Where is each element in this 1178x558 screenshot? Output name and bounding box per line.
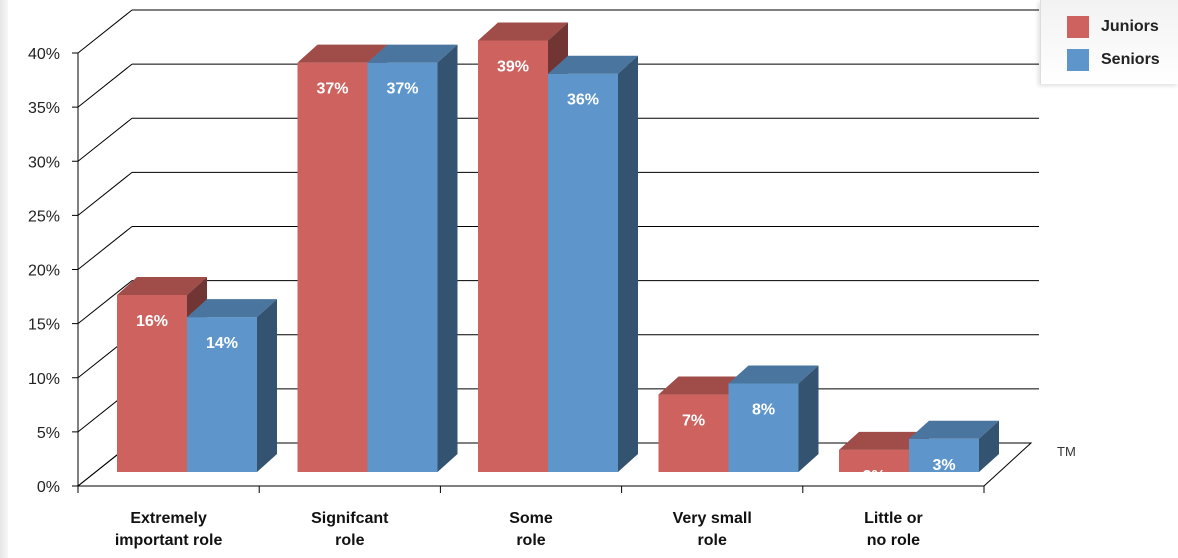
- bar-juniors-value-label: 7%: [682, 413, 705, 430]
- y-tick-label: 0%: [37, 479, 60, 496]
- legend-swatch-seniors: [1067, 49, 1089, 71]
- y-tick-label: 40%: [28, 46, 60, 63]
- bar-seniors-top: [187, 299, 277, 318]
- bar-juniors-value-label: 37%: [316, 81, 348, 98]
- bar-juniors-top: [478, 22, 568, 41]
- legend: Juniors Seniors: [1040, 0, 1178, 84]
- y-tick-label: 15%: [28, 317, 60, 334]
- y-tick-label: 5%: [37, 425, 60, 442]
- bar-juniors-value-label: 39%: [497, 59, 529, 76]
- gridline-side: [77, 117, 133, 162]
- x-category-label: Little or: [864, 510, 923, 527]
- bar-seniors-value-label: 37%: [386, 81, 418, 98]
- bar-juniors-front: [658, 394, 729, 472]
- bar-seniors-front: [548, 73, 618, 473]
- bar-seniors-side: [798, 365, 819, 472]
- bar-seniors-front: [187, 317, 257, 472]
- x-category-label: role: [698, 532, 727, 549]
- legend-label-seniors: Seniors: [1101, 51, 1160, 68]
- y-tick-label: 35%: [28, 100, 60, 117]
- x-category-label: Extremely: [130, 510, 207, 527]
- bar-juniors-value-label: 16%: [136, 313, 168, 330]
- x-category-label: Signifcant: [311, 510, 389, 527]
- bar-seniors-front: [909, 438, 979, 472]
- bar-juniors-top: [658, 376, 749, 395]
- bar-seniors-side: [257, 299, 277, 472]
- x-category-label: role: [335, 532, 364, 549]
- bar-seniors-value-label: 8%: [752, 401, 775, 418]
- trademark-mark: TM: [1057, 444, 1076, 459]
- bar-juniors-front: [117, 294, 187, 472]
- gridline-side: [77, 9, 133, 54]
- y-tick-label: 20%: [28, 263, 60, 280]
- bar-seniors-top: [548, 55, 638, 74]
- bar-seniors-top: [728, 365, 819, 384]
- x-category-label: Very small: [673, 510, 752, 527]
- bar-juniors-top: [839, 431, 929, 450]
- bar-juniors-front: [839, 449, 909, 472]
- y-tick-label: 30%: [28, 154, 60, 171]
- gridline-side: [77, 226, 133, 270]
- legend-item-juniors: Juniors: [1067, 14, 1159, 40]
- bar-seniors-value-label: 3%: [932, 457, 955, 474]
- bar-juniors-front: [297, 62, 368, 472]
- x-category-label: Some: [509, 510, 553, 527]
- gridline-side: [77, 63, 133, 108]
- y-tick-label: 10%: [28, 371, 60, 388]
- x-category-label: role: [516, 532, 545, 549]
- bar-juniors-front: [478, 40, 548, 472]
- bar-seniors-value-label: 14%: [206, 335, 238, 352]
- bar-juniors-value-label: 2%: [862, 468, 885, 485]
- bar-seniors-front: [367, 62, 438, 472]
- bar-seniors-side: [618, 55, 638, 473]
- bar-seniors-side: [979, 420, 999, 472]
- gridline-side: [77, 280, 133, 325]
- x-category-label: important role: [115, 532, 223, 549]
- bar-juniors-top: [117, 276, 207, 295]
- legend-item-seniors: Seniors: [1067, 47, 1160, 73]
- bar-seniors-value-label: 36%: [567, 92, 599, 109]
- legend-swatch-juniors: [1067, 16, 1089, 38]
- bar-seniors-top: [909, 420, 999, 439]
- bar-seniors-top: [367, 44, 458, 63]
- x-category-label: no role: [867, 532, 920, 549]
- left-edge-shading: [0, 0, 8, 558]
- bar-juniors-top: [297, 44, 388, 63]
- legend-label-juniors: Juniors: [1101, 18, 1159, 35]
- y-tick-label: 25%: [28, 208, 60, 225]
- bar-seniors-side: [437, 44, 458, 472]
- gridline-side: [77, 171, 133, 216]
- bar-seniors-front: [728, 383, 799, 472]
